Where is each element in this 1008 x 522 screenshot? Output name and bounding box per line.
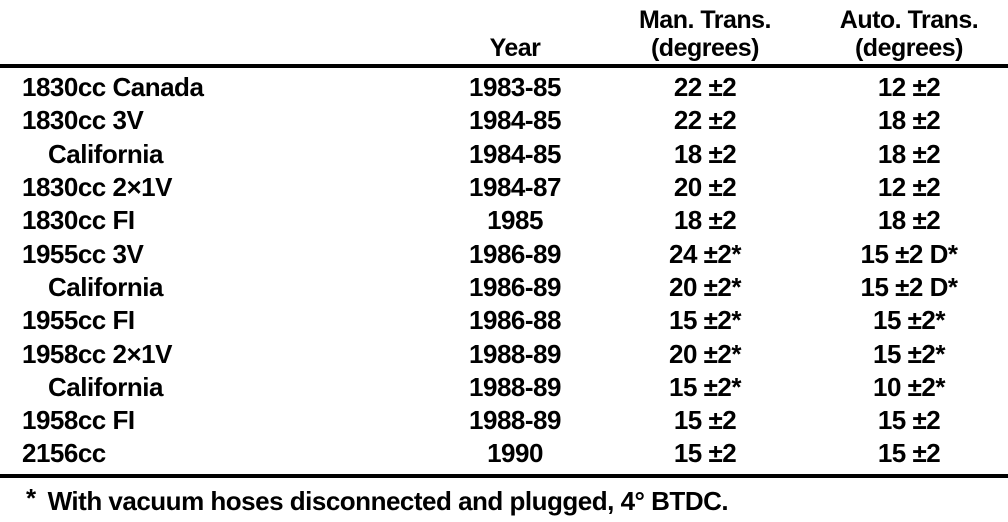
table-row: 1955cc 3V 1986-89 24 ±2* 15 ±2 D* bbox=[0, 237, 1008, 270]
auto-trans-cell: 18 ±2 bbox=[877, 138, 941, 169]
year-cell: 1984-85 bbox=[469, 138, 561, 169]
engine-cell: 1958cc FI bbox=[22, 405, 135, 436]
man-trans-cell: 24 ±2* bbox=[669, 238, 742, 269]
header-engine bbox=[0, 62, 430, 64]
auto-trans-cell: 15 ±2 D* bbox=[860, 238, 959, 269]
table-row: California 1984-85 18 ±2 18 ±2 bbox=[0, 138, 1008, 171]
header-man-trans-line1: Man. Trans. bbox=[638, 6, 772, 34]
footnote-text: With vacuum hoses disconnected and plugg… bbox=[47, 485, 729, 516]
auto-trans-cell: 15 ±2* bbox=[873, 338, 946, 369]
year-cell: 1986-88 bbox=[469, 305, 561, 336]
engine-cell: 2156cc bbox=[22, 438, 106, 469]
header-man-trans: Man. Trans. (degrees) bbox=[600, 6, 810, 64]
header-auto-trans-line2: (degrees) bbox=[854, 34, 964, 62]
engine-cell: 1955cc 3V bbox=[22, 238, 144, 269]
auto-trans-cell: 15 ±2* bbox=[873, 305, 946, 336]
year-cell: 1988-89 bbox=[469, 405, 561, 436]
year-cell: 1988-89 bbox=[469, 338, 561, 369]
man-trans-cell: 22 ±2 bbox=[673, 105, 737, 136]
man-trans-cell: 20 ±2* bbox=[669, 338, 742, 369]
engine-cell: 1830cc 3V bbox=[22, 105, 144, 136]
footnote: * With vacuum hoses disconnected and plug… bbox=[0, 478, 1008, 517]
auto-trans-cell: 12 ±2 bbox=[877, 172, 941, 203]
footnote-asterisk: * bbox=[26, 482, 36, 513]
engine-cell: 1958cc 2×1V bbox=[22, 338, 172, 369]
year-cell: 1990 bbox=[487, 438, 543, 469]
year-cell: 1984-87 bbox=[469, 172, 561, 203]
header-auto-trans: Auto. Trans. (degrees) bbox=[810, 6, 1008, 64]
man-trans-cell: 18 ±2 bbox=[673, 138, 737, 169]
engine-cell: 1830cc 2×1V bbox=[22, 172, 172, 203]
table-header-row: Year Man. Trans. (degrees) Auto. Trans. … bbox=[0, 0, 1008, 68]
header-year-label: Year bbox=[489, 34, 541, 62]
table-body: 1830cc Canada 1983-85 22 ±2 12 ±2 1830cc… bbox=[0, 68, 1008, 478]
man-trans-cell: 20 ±2 bbox=[673, 172, 737, 203]
year-cell: 1984-85 bbox=[469, 105, 561, 136]
auto-trans-cell: 15 ±2 bbox=[877, 438, 941, 469]
man-trans-cell: 15 ±2 bbox=[673, 405, 737, 436]
year-cell: 1986-89 bbox=[469, 238, 561, 269]
year-cell: 1983-85 bbox=[469, 72, 561, 103]
header-auto-trans-line1: Auto. Trans. bbox=[839, 6, 979, 34]
year-cell: 1985 bbox=[487, 205, 543, 236]
table-row: 1830cc Canada 1983-85 22 ±2 12 ±2 bbox=[0, 71, 1008, 104]
man-trans-cell: 15 ±2 bbox=[673, 438, 737, 469]
table-row: 1830cc FI 1985 18 ±2 18 ±2 bbox=[0, 204, 1008, 237]
auto-trans-cell: 15 ±2 D* bbox=[860, 271, 959, 302]
auto-trans-cell: 12 ±2 bbox=[877, 72, 941, 103]
table-row: California 1988-89 15 ±2* 10 ±2* bbox=[0, 371, 1008, 404]
engine-cell: California bbox=[48, 371, 163, 402]
engine-cell: California bbox=[48, 271, 163, 302]
year-cell: 1986-89 bbox=[469, 271, 561, 302]
table-row: 1830cc 2×1V 1984-87 20 ±2 12 ±2 bbox=[0, 171, 1008, 204]
table-row: California 1986-89 20 ±2* 15 ±2 D* bbox=[0, 271, 1008, 304]
man-trans-cell: 22 ±2 bbox=[673, 72, 737, 103]
engine-cell: 1830cc Canada bbox=[22, 72, 204, 103]
header-man-trans-line2: (degrees) bbox=[650, 34, 760, 62]
table-row: 1958cc 2×1V 1988-89 20 ±2* 15 ±2* bbox=[0, 337, 1008, 370]
auto-trans-cell: 15 ±2 bbox=[877, 405, 941, 436]
header-year: Year bbox=[430, 34, 600, 64]
auto-trans-cell: 18 ±2 bbox=[877, 205, 941, 236]
engine-cell: 1955cc FI bbox=[22, 305, 135, 336]
man-trans-cell: 20 ±2* bbox=[669, 271, 742, 302]
man-trans-cell: 18 ±2 bbox=[673, 205, 737, 236]
year-cell: 1988-89 bbox=[469, 371, 561, 402]
man-trans-cell: 15 ±2* bbox=[669, 371, 742, 402]
man-trans-cell: 15 ±2* bbox=[669, 305, 742, 336]
engine-cell: 1830cc FI bbox=[22, 205, 135, 236]
auto-trans-cell: 18 ±2 bbox=[877, 105, 941, 136]
engine-cell: California bbox=[48, 138, 163, 169]
table-row: 2156cc 1990 15 ±2 15 ±2 bbox=[0, 437, 1008, 470]
auto-trans-cell: 10 ±2* bbox=[873, 371, 946, 402]
table-row: 1955cc FI 1986-88 15 ±2* 15 ±2* bbox=[0, 304, 1008, 337]
table-row: 1830cc 3V 1984-85 22 ±2 18 ±2 bbox=[0, 104, 1008, 137]
table-row: 1958cc FI 1988-89 15 ±2 15 ±2 bbox=[0, 404, 1008, 437]
